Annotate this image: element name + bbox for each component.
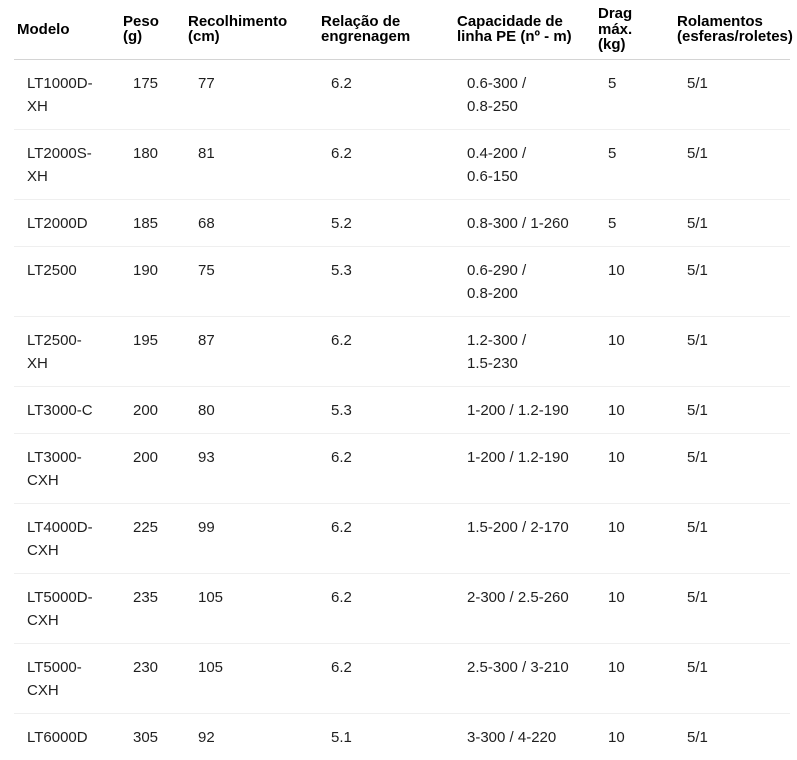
cell-rolamentos: 5/1 [674, 573, 790, 644]
cell-peso: 230 [120, 643, 185, 714]
cell-capacidade: 1.5-200 / 2-170 [454, 503, 595, 574]
cell-drag: 5 [595, 199, 674, 247]
cell-modelo: LT2500 [14, 246, 120, 317]
cell-relacao: 6.2 [318, 316, 454, 387]
table-row: LT2000S- XH 180 81 6.2 0.4-200 / 0.6-150 5 5/1 [14, 129, 790, 200]
cell-drag: 10 [595, 503, 674, 574]
column-header-drag: Drag máx. (kg) [595, 1, 674, 60]
cell-drag: 10 [595, 316, 674, 387]
cell-capacidade: 0.6-300 / 0.8-250 [454, 59, 595, 130]
cell-recolhimento: 87 [185, 316, 318, 387]
column-header-capacidade: Capacidade de linha PE (nº - m) [454, 1, 595, 60]
cell-modelo: LT3000- CXH [14, 433, 120, 504]
cell-drag: 10 [595, 573, 674, 644]
column-header-peso: Peso (g) [120, 1, 185, 60]
cell-relacao: 5.1 [331, 728, 352, 746]
table-row: LT2500 190 75 5.3 0.6-290 / 0.8-200 10 5/1 [14, 246, 790, 317]
cell-recolhimento: 75 [185, 246, 318, 317]
cell-rolamentos: 5/1 [674, 246, 790, 317]
cell-rolamentos: 5/1 [674, 386, 790, 434]
cell-relacao: 5.2 [318, 199, 454, 247]
cell-drag: 10 [595, 433, 674, 504]
table-row: LT4000D- CXH 225 99 6.2 1.5-200 / 2-170 10 5/1 [14, 503, 790, 574]
cell-drag: 5 [595, 59, 674, 130]
cell-peso: 235 [120, 573, 185, 644]
cell-rolamentos: 5/1 [674, 643, 790, 714]
cell-rolamentos: 5/1 [687, 728, 708, 746]
cell-relacao: 6.2 [318, 503, 454, 574]
cell-recolhimento: 80 [185, 386, 318, 434]
cell-relacao: 5.3 [318, 386, 454, 434]
cell-recolhimento: 93 [185, 433, 318, 504]
cell-recolhimento: 92 [198, 728, 215, 746]
spec-table-head: Modelo Peso (g) Recolhimento (cm) Relação d… [14, 1, 793, 60]
cell-modelo: LT5000D- CXH [14, 573, 120, 644]
column-header-relacao: Relação de engrenagem [318, 1, 454, 60]
cell-capacidade: 2.5-300 / 3-210 [454, 643, 595, 714]
cell-relacao: 5.3 [318, 246, 454, 317]
cell-peso: 180 [120, 129, 185, 200]
cell-rolamentos: 5/1 [674, 129, 790, 200]
cell-modelo: LT2000D [14, 199, 120, 247]
cell-capacidade: 0.4-200 / 0.6-150 [454, 129, 595, 200]
cell-relacao: 6.2 [318, 643, 454, 714]
cell-modelo: LT5000- CXH [14, 643, 120, 714]
cell-drag: 10 [595, 246, 674, 317]
cell-peso: 225 [120, 503, 185, 574]
cell-capacidade: 3-300 / 4-220 [467, 728, 557, 746]
table-row: LT3000-C 200 80 5.3 1-200 / 1.2-190 10 5/1 [14, 386, 790, 434]
cell-recolhimento: 77 [185, 59, 318, 130]
cell-drag: 10 [595, 643, 674, 714]
cell-drag: 10 [595, 386, 674, 434]
table-row: LT2000D 185 68 5.2 0.8-300 / 1-260 5 5/1 [14, 199, 790, 247]
cell-capacidade: 1.2-300 / 1.5-230 [454, 316, 595, 387]
cell-peso: 200 [120, 386, 185, 434]
cell-peso: 185 [120, 199, 185, 247]
table-body: LT1000D- XH 175 77 6.2 0.6-300 / 0.8-250 5 5/1… [14, 59, 790, 760]
cell-recolhimento: 105 [185, 573, 318, 644]
column-header-rolamentos: Rolamentos (esferas/roletes) [674, 1, 793, 60]
cell-recolhimento: 105 [185, 643, 318, 714]
cell-capacidade: 0.6-290 / 0.8-200 [454, 246, 595, 317]
cell-modelo: LT1000D- XH [14, 59, 120, 130]
cell-recolhimento: 68 [185, 199, 318, 247]
cell-drag: 5 [595, 129, 674, 200]
cell-relacao: 6.2 [318, 59, 454, 130]
cell-relacao: 6.2 [318, 129, 454, 200]
header-row: Modelo Peso (g) Recolhimento (cm) Relação d… [14, 1, 793, 60]
cell-rolamentos: 5/1 [674, 199, 790, 247]
cell-modelo: LT6000D [27, 728, 88, 746]
cell-rolamentos: 5/1 [674, 433, 790, 504]
cell-peso: 175 [120, 59, 185, 130]
table-row: LT5000- CXH 230 105 6.2 2.5-300 / 3-210 10 5/1 [14, 643, 790, 714]
cell-capacidade: 2-300 / 2.5-260 [454, 573, 595, 644]
cell-rolamentos: 5/1 [674, 59, 790, 130]
cell-modelo: LT2500- XH [14, 316, 120, 387]
cell-recolhimento: 99 [185, 503, 318, 574]
table-row: LT3000- CXH 200 93 6.2 1-200 / 1.2-190 10 5/1 [14, 433, 790, 504]
cell-modelo: LT3000-C [14, 386, 120, 434]
cell-peso: 200 [120, 433, 185, 504]
cell-peso: 305 [133, 728, 159, 746]
table-row: LT2500- XH 195 87 6.2 1.2-300 / 1.5-230 10 5/1 [14, 316, 790, 387]
cell-peso: 190 [120, 246, 185, 317]
cell-capacidade: 1-200 / 1.2-190 [454, 433, 595, 504]
cell-modelo: LT4000D- CXH [14, 503, 120, 574]
cell-relacao: 6.2 [318, 433, 454, 504]
cell-capacidade: 0.8-300 / 1-260 [454, 199, 595, 247]
table-row: LT6000D 305 92 5.1 3-300 / 4-220 10 5/1 [14, 713, 790, 760]
cell-rolamentos: 5/1 [674, 503, 790, 574]
cell-relacao: 6.2 [318, 573, 454, 644]
table-row: LT5000D- CXH 235 105 6.2 2-300 / 2.5-260 10 5/… [14, 573, 790, 644]
table-row: LT1000D- XH 175 77 6.2 0.6-300 / 0.8-250 5 5/1 [14, 59, 790, 130]
column-header-modelo: Modelo [14, 1, 120, 60]
cell-drag: 10 [608, 728, 625, 746]
column-header-recolhimento: Recolhimento (cm) [185, 1, 318, 60]
cell-modelo: LT2000S- XH [14, 129, 120, 200]
cell-capacidade: 1-200 / 1.2-190 [454, 386, 595, 434]
cell-rolamentos: 5/1 [674, 316, 790, 387]
cell-peso: 195 [120, 316, 185, 387]
cell-recolhimento: 81 [185, 129, 318, 200]
spec-table: Modelo Peso (g) Recolhimento (cm) Relação d… [14, 1, 793, 760]
